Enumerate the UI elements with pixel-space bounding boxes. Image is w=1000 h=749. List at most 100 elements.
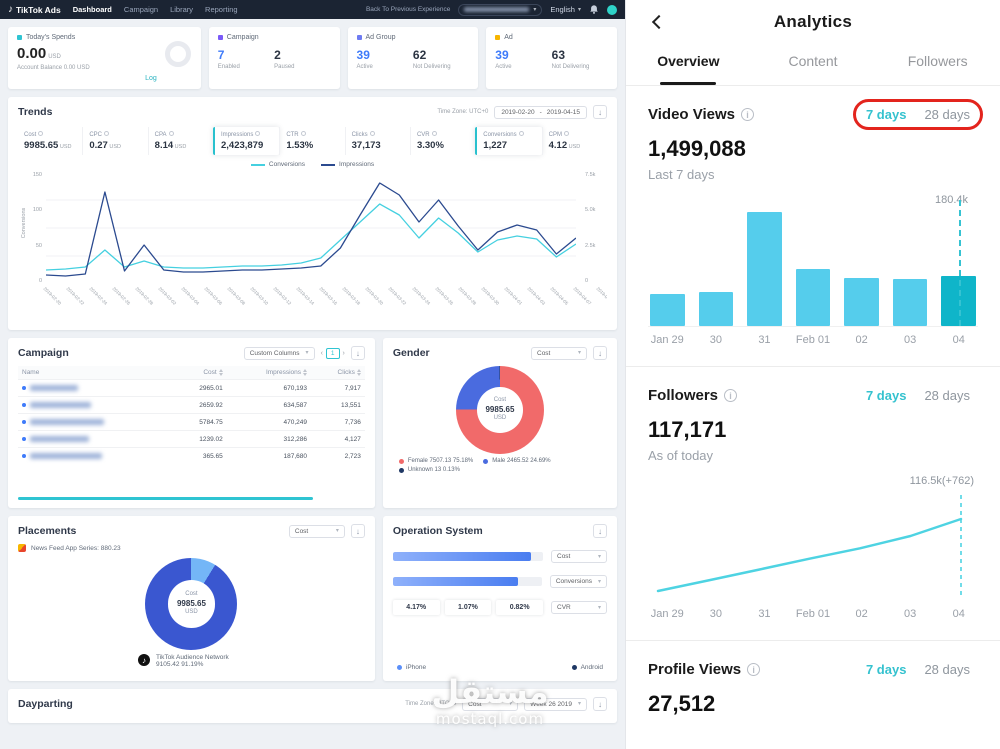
- range-28-days[interactable]: 28 days: [924, 662, 970, 677]
- download-icon[interactable]: ↓: [593, 524, 607, 538]
- info-icon[interactable]: i: [724, 389, 738, 402]
- table-row[interactable]: 365.65 187,680 2,723: [18, 447, 365, 465]
- column-header-impressions[interactable]: Impressions: [226, 366, 311, 380]
- placements-donut-center: Cost 9985.65 USD: [145, 558, 237, 650]
- column-header-cost[interactable]: Cost: [172, 366, 227, 380]
- bottom-row: Placements Cost ▾ ↓ News Feed App Series…: [8, 516, 617, 681]
- tab-overview[interactable]: Overview: [626, 44, 751, 85]
- nav-item-dashboard[interactable]: Dashboard: [72, 5, 112, 14]
- page-number[interactable]: 1: [325, 347, 340, 359]
- metric-cvr[interactable]: CVR 3.30%: [409, 127, 475, 155]
- download-icon[interactable]: ↓: [593, 697, 607, 711]
- sort-icon[interactable]: [356, 369, 361, 376]
- status-dot: [22, 420, 26, 425]
- bar-03[interactable]: [892, 212, 928, 326]
- x-tick: 2019-02-24: [88, 286, 109, 306]
- metric-cpc[interactable]: CPC 0.27 USD: [82, 127, 147, 155]
- dayparting-metric-select[interactable]: Cost ▾: [462, 697, 519, 711]
- bar-feb-01[interactable]: [795, 212, 831, 326]
- page-next-icon[interactable]: ›: [342, 349, 345, 357]
- info-icon: [168, 131, 174, 136]
- campaign-table-title: Campaign: [18, 347, 69, 359]
- trends-section: Trends Time Zone: UTC+0 2019-02-20 - 201…: [8, 97, 617, 330]
- bar-04[interactable]: [941, 200, 977, 326]
- os-stat-value: 0.82%: [496, 600, 543, 615]
- column-header-name[interactable]: Name: [18, 366, 173, 380]
- range-7-days[interactable]: 7 days: [865, 107, 907, 122]
- bars: [648, 200, 978, 327]
- stat-active: 39 Active: [357, 48, 413, 70]
- stat-value: 39: [495, 48, 509, 62]
- legend-impressions[interactable]: Impressions: [321, 161, 374, 168]
- bar-02[interactable]: [844, 212, 879, 326]
- status-dot: [22, 454, 26, 459]
- date-range-picker[interactable]: 2019-02-20 - 2019-04-15: [494, 105, 587, 119]
- download-glyph: ↓: [355, 348, 360, 358]
- navbar-right: Back To Previous Experience ▾ English ▾: [365, 3, 617, 16]
- tab-followers[interactable]: Followers: [907, 53, 968, 69]
- nav-item-library[interactable]: Library: [170, 5, 194, 14]
- os-bar-fill: [392, 552, 531, 561]
- page-prev-icon[interactable]: ‹: [320, 349, 323, 357]
- language-label: English: [550, 5, 575, 14]
- legend-unknown: Unknown 13 0.13%: [398, 467, 460, 473]
- metric-clicks[interactable]: Clicks 37,173: [344, 127, 410, 155]
- bar-30[interactable]: [698, 212, 734, 326]
- metric-conversions[interactable]: Conversions 1,227: [475, 127, 542, 155]
- os-bar-row-iphone: Cost ▾: [392, 550, 607, 563]
- sort-icon[interactable]: [218, 369, 223, 376]
- back-icon[interactable]: [651, 14, 667, 30]
- select-conversions[interactable]: Conversions ▾: [549, 575, 607, 588]
- range-7-days[interactable]: 7 days: [865, 388, 907, 403]
- nav-item-campaign[interactable]: Campaign: [123, 5, 159, 14]
- download-icon[interactable]: ↓: [350, 346, 365, 360]
- table-row[interactable]: 5784.75 470,249 7,736: [18, 413, 365, 431]
- metric-cpm[interactable]: CPM 4.12 USD: [541, 127, 607, 155]
- range-28-days[interactable]: 28 days: [924, 388, 970, 403]
- x-tick: 2019-03-30: [480, 286, 500, 306]
- metric-ctr[interactable]: CTR 1.53%: [279, 127, 344, 155]
- x-tick: 2019-03-22: [387, 286, 408, 306]
- metric-impressions[interactable]: Impressions 2,423,879: [212, 127, 280, 155]
- x-label: 03: [904, 334, 917, 346]
- info-icon[interactable]: i: [747, 663, 761, 676]
- dayparting-week-select[interactable]: Week 26 2019 ▾: [524, 697, 587, 711]
- custom-columns-select[interactable]: Custom Columns ▾: [243, 346, 315, 360]
- avatar[interactable]: [607, 4, 617, 15]
- back-to-previous-link[interactable]: Back To Previous Experience: [365, 6, 451, 13]
- gender-metric-select[interactable]: Cost ▾: [531, 346, 587, 360]
- account-select[interactable]: ▾: [458, 3, 543, 16]
- metric-cost[interactable]: Cost 9985.65 USD: [24, 131, 72, 151]
- bar-31[interactable]: [747, 212, 782, 326]
- table-row[interactable]: 2659.92 634,587 13,551: [18, 396, 365, 414]
- download-icon[interactable]: ↓: [593, 346, 607, 360]
- table-row[interactable]: 1239.02 312,286 4,127: [18, 430, 365, 448]
- info-icon[interactable]: i: [741, 108, 754, 121]
- spend-donut-placeholder: [164, 41, 191, 67]
- sort-icon[interactable]: [303, 369, 307, 376]
- x-label: Jan 29: [650, 334, 684, 346]
- language-select[interactable]: English ▾: [550, 5, 581, 14]
- select-cost[interactable]: Cost ▾: [551, 550, 607, 563]
- download-icon[interactable]: ↓: [593, 105, 607, 119]
- select-cvr[interactable]: CVR ▾: [551, 601, 607, 614]
- horizontal-scrollbar[interactable]: [18, 497, 313, 500]
- bell-icon[interactable]: [589, 4, 599, 15]
- range-7-days[interactable]: 7 days: [865, 662, 907, 677]
- range-28-days[interactable]: 28 days: [924, 107, 970, 122]
- info-icon: [563, 131, 569, 136]
- log-button[interactable]: Log: [145, 75, 157, 82]
- nav-item-reporting[interactable]: Reporting: [205, 5, 238, 14]
- trends-title: Trends: [18, 106, 53, 118]
- dayparting-title: Dayparting: [18, 698, 73, 710]
- brand[interactable]: ♪ TikTok Ads: [8, 4, 61, 15]
- download-icon[interactable]: ↓: [350, 524, 365, 538]
- column-header-clicks[interactable]: Clicks: [311, 366, 365, 380]
- placements-bottom-legend: ♪ TikTok Audience Network 9105.42 91.19%: [138, 654, 365, 668]
- table-row[interactable]: 2965.01 670,193 7,917: [18, 379, 365, 397]
- legend-conversions[interactable]: Conversions: [250, 161, 305, 168]
- placements-metric-select[interactable]: Cost ▾: [288, 524, 345, 538]
- tab-content[interactable]: Content: [788, 53, 838, 69]
- metric-cpa[interactable]: CPA 8.14 USD: [147, 127, 213, 155]
- bar-jan-29[interactable]: [650, 212, 685, 326]
